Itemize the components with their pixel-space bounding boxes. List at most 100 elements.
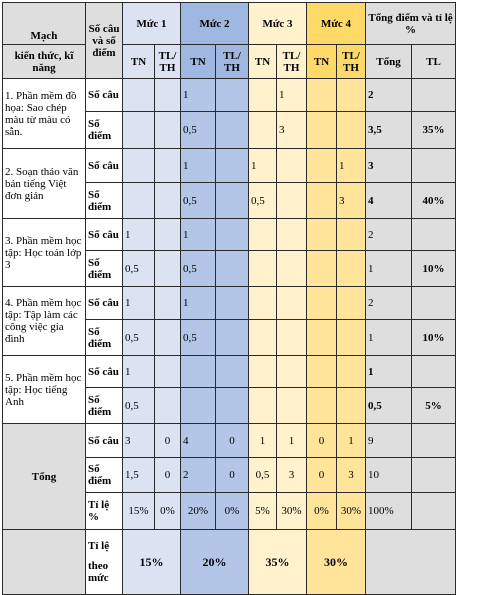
cell: 0% [306,492,337,530]
cell [248,286,277,320]
cell [306,78,337,112]
cell [154,286,181,320]
header-tlth: TL/ TH [276,44,307,79]
so-diem-label: Số điểm [85,457,123,493]
cell [122,78,155,112]
header-tong-diem-ti-le: Tổng điểm và tỉ lệ % [365,2,456,45]
cell [248,78,277,112]
cell: 3 [276,457,307,493]
cell-tl [411,78,456,112]
cell [276,319,307,356]
cell: 1,5 [122,457,155,493]
cell: 1 [122,355,155,388]
cell: 30% [276,492,307,530]
cell-tl [411,492,456,530]
cell [306,355,337,388]
cell: 3 [336,182,366,219]
cell [215,218,249,251]
cell [215,78,249,112]
cell-tong: 0,5 [365,387,412,424]
cell-tong: 1 [365,319,412,356]
cell [336,387,366,424]
header-tl: TL [411,44,456,79]
cell [154,250,181,287]
cell [276,182,307,219]
cell [154,218,181,251]
header-muc-1: Mức 1 [122,2,181,45]
cell: 1 [122,286,155,320]
cell [276,387,307,424]
ti-le-text: Tỉ lệ [88,540,110,552]
so-cau-label: Số câu [85,286,123,320]
cell [122,111,155,149]
cell [336,286,366,320]
cell-tl [411,148,456,183]
empty-cell [365,529,456,595]
cell [122,182,155,219]
topic-4-label: 4. Phần mềm học tập: Tập làm các công vi… [2,286,86,356]
cell [215,182,249,219]
cell: 1 [180,78,216,112]
cell: 0,5 [122,250,155,287]
cell [215,286,249,320]
cell [276,286,307,320]
cell: 1 [276,78,307,112]
cell-tong: 9 [365,423,412,458]
header-tlth: TL/ TH [215,44,249,79]
cell: 0 [215,457,249,493]
cell [180,387,216,424]
cell-tl: 5% [411,387,456,424]
cell [336,319,366,356]
cell-tl: 10% [411,250,456,287]
cell [306,319,337,356]
cell: 4 [180,423,216,458]
cell: 1 [180,286,216,320]
ti-le-label: Tỉ lệ % [85,492,123,530]
cell: 30% [336,492,366,530]
header-tn: TN [180,44,216,79]
cell [276,250,307,287]
cell-tl: 10% [411,319,456,356]
so-cau-label: Số câu [85,423,123,458]
cell: 0,5 [180,111,216,149]
cell [336,355,366,388]
cell: 1 [336,423,366,458]
cell: 1 [336,148,366,183]
cell: 3 [336,457,366,493]
cell: 5% [248,492,277,530]
header-mach: Mạch [2,2,86,45]
cell [248,218,277,251]
cell [336,250,366,287]
cell-tong: 10 [365,457,412,493]
so-diem-label: Số điểm [85,319,123,356]
cell [248,387,277,424]
so-diem-label: Số điểm [85,387,123,424]
cell [154,355,181,388]
header-tn: TN [248,44,277,79]
cell [248,111,277,149]
cell [248,319,277,356]
header-kien-thuc: kiến thức, kĩ năng [2,44,86,79]
topic-1-label: 1. Phần mềm đồ họa: Sao chép màu từ màu … [2,78,86,149]
theo-muc-2: 20% [180,529,249,595]
cell-tong: 2 [365,286,412,320]
cell-tong: 1 [365,250,412,287]
so-cau-label: Số câu [85,355,123,388]
cell [180,355,216,388]
cell: 0 [306,457,337,493]
cell-tl [411,218,456,251]
cell-tong: 3 [365,148,412,183]
cell [306,286,337,320]
header-muc-3: Mức 3 [248,2,307,45]
cell-tl [411,355,456,388]
cell: 0,5 [180,250,216,287]
cell-tl [411,423,456,458]
cell [215,148,249,183]
score-matrix-table: Mạch Số câu và số điểm Mức 1 Mức 2 Mức 3… [2,2,456,595]
cell-tong: 2 [365,78,412,112]
cell: 15% [122,492,155,530]
cell: 0,5 [248,457,277,493]
cell-tl [411,457,456,493]
so-diem-label: Số điểm [85,182,123,219]
cell-tong: 3,5 [365,111,412,149]
